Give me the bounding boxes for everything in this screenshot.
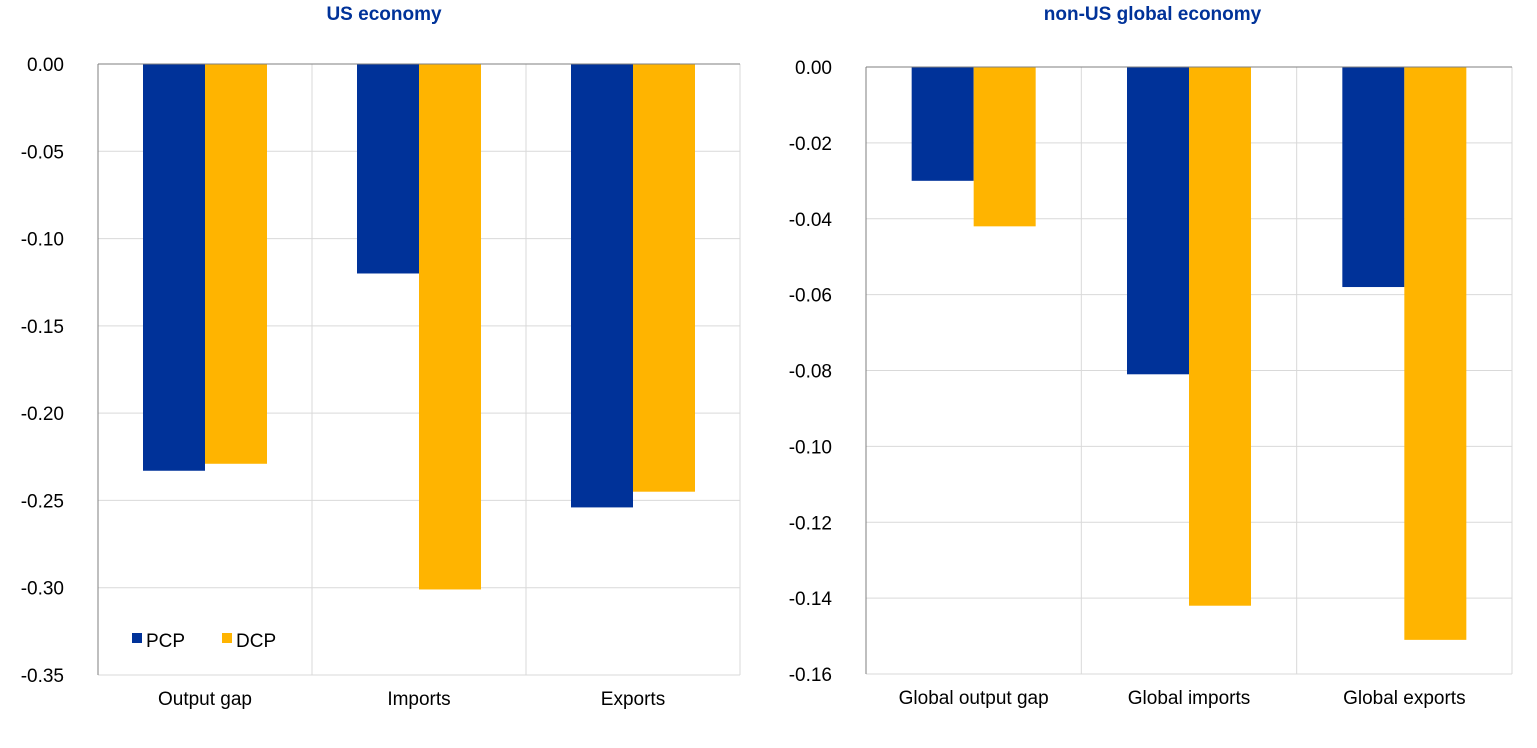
y-tick-label: -0.25 [21, 491, 64, 512]
legend-swatch-pcp [132, 633, 142, 643]
bar-pcp [357, 64, 419, 274]
y-tick-label: -0.35 [21, 666, 64, 687]
chart-panel-us: US economy 0.00 -0.05 -0.10 -0.15 -0.20 -0.25… [0, 0, 768, 748]
y-tick-label: 0.00 [795, 58, 832, 79]
bar-dcp [205, 64, 267, 464]
bar-pcp [143, 64, 205, 471]
y-tick-label: -0.04 [789, 210, 833, 231]
chart-us-economy: 0.00 -0.05 -0.10 -0.15 -0.20 -0.25 -0.30 -0.35 O… [21, 55, 741, 710]
y-tick-label: -0.06 [789, 286, 832, 307]
bar-dcp [419, 64, 481, 590]
y-tick-label: -0.14 [789, 589, 833, 610]
y-tick-label: -0.08 [789, 362, 832, 383]
bar-dcp [1189, 67, 1251, 606]
bar-dcp [973, 67, 1036, 227]
y-tick-label: -0.02 [789, 134, 832, 155]
y-tick-label: -0.15 [21, 317, 64, 338]
bar-pcp [1127, 67, 1189, 375]
x-tick-label: Global imports [1128, 688, 1251, 709]
x-tick-label: Exports [601, 689, 665, 710]
x-tick-label: Global output gap [899, 688, 1049, 709]
chart-title-us: US economy [326, 4, 442, 25]
legend-swatch-dcp [222, 633, 232, 643]
y-tick-label: -0.30 [21, 579, 64, 600]
y-tick-label: -0.16 [789, 665, 832, 686]
x-tick-label: Output gap [158, 689, 252, 710]
chart-non-us-global-economy: 0.00 -0.02 -0.04 -0.06 -0.08 -0.10 -0.12 -0.14 -… [789, 58, 1513, 709]
x-tick-label: Imports [387, 689, 450, 710]
chart-panel-non-us: non-US global economy 0.00 -0.02 -0.04 -0.0… [768, 0, 1537, 748]
bar-pcp [1342, 67, 1405, 288]
x-tick-label: Global exports [1343, 688, 1466, 709]
chart-title-non-us: non-US global economy [1043, 4, 1262, 25]
y-tick-label: 0.00 [27, 55, 64, 76]
bar-dcp [633, 64, 695, 492]
legend-label-dcp: DCP [236, 631, 276, 652]
bar-dcp [1404, 67, 1467, 640]
y-tick-label: -0.05 [21, 142, 64, 163]
y-tick-label: -0.12 [789, 513, 832, 534]
bar-pcp [911, 67, 974, 181]
y-tick-label: -0.10 [21, 230, 64, 251]
bar-pcp [571, 64, 633, 508]
legend-label-pcp: PCP [146, 631, 185, 652]
y-tick-label: -0.10 [789, 437, 832, 458]
y-tick-label: -0.20 [21, 404, 64, 425]
